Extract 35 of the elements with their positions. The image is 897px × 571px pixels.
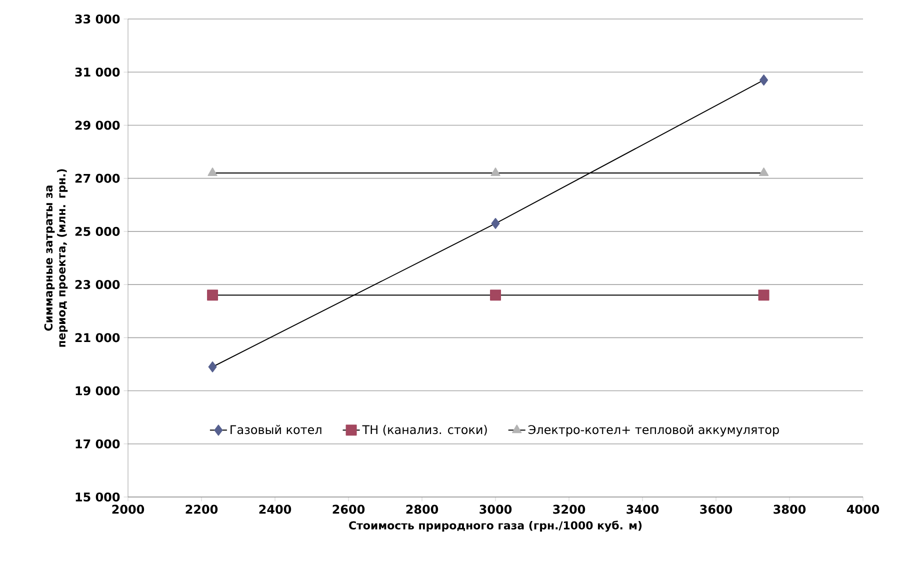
point bbox=[490, 290, 502, 301]
x-axis-title: Стоимость природного газа (грн./1000 куб. м) bbox=[349, 520, 642, 532]
point bbox=[208, 361, 217, 372]
y-tick-label: 25 000 bbox=[75, 226, 120, 236]
x-tick-label: 3800 bbox=[774, 504, 806, 514]
y-tick-label: 15 000 bbox=[76, 492, 120, 502]
y-axis-title: Симмарные затраты за период проекта, (млн. грн.) bbox=[44, 169, 68, 347]
point bbox=[758, 290, 770, 301]
legend-label: ТН (канализ. стоки) bbox=[362, 424, 487, 436]
point bbox=[758, 168, 769, 176]
x-tick-label: 2600 bbox=[332, 504, 365, 514]
x-tick-label: 3400 bbox=[626, 504, 659, 514]
legend-label: Электро-котел+ тепловой аккумулятор bbox=[528, 424, 779, 436]
y-tick-label: 21 000 bbox=[75, 333, 120, 342]
point bbox=[490, 168, 500, 176]
y-tick-label: 23 000 bbox=[75, 280, 120, 290]
x-tick-label: 3000 bbox=[480, 504, 512, 514]
y-tick-label: 29 000 bbox=[75, 120, 120, 130]
point bbox=[207, 290, 218, 301]
x-tick-label: 3600 bbox=[700, 504, 732, 514]
x-tick-label: 2800 bbox=[406, 504, 438, 514]
legend-label: Газовый котел bbox=[230, 424, 322, 434]
y-tick-label: 17 000 bbox=[76, 439, 120, 448]
x-tick-label: 4000 bbox=[846, 504, 880, 514]
point bbox=[491, 218, 500, 229]
point bbox=[760, 74, 768, 86]
y-tick-label: 33 000 bbox=[75, 14, 120, 24]
point bbox=[208, 168, 218, 176]
y-tick-label: 27 000 bbox=[75, 174, 120, 183]
x-tick-label: 2400 bbox=[259, 504, 292, 514]
y-tick-label: 31 000 bbox=[75, 68, 120, 77]
x-tick-label: 2200 bbox=[186, 504, 218, 514]
x-tick-label: 2000 bbox=[112, 504, 144, 514]
y-tick-label: 19 000 bbox=[76, 386, 120, 396]
x-tick-label: 3200 bbox=[553, 504, 586, 514]
